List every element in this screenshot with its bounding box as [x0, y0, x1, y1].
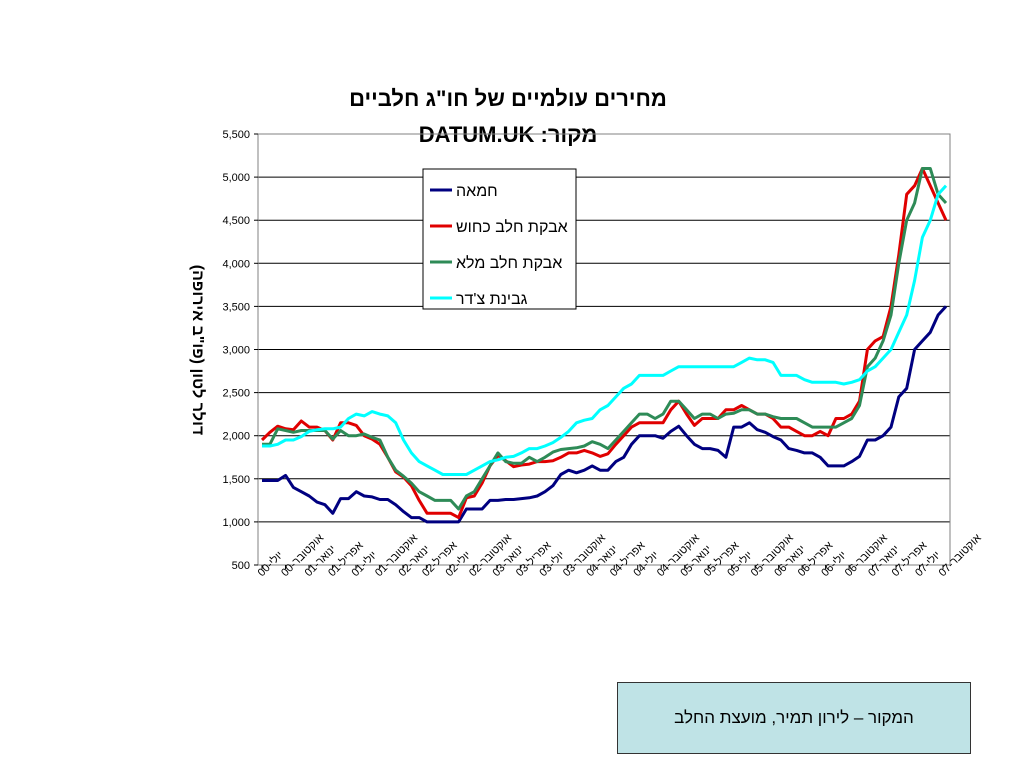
- y-tick-label: 1,500: [222, 474, 250, 486]
- legend-label-1: אבקת חלב כחוש: [456, 218, 568, 236]
- legend: חמאה אבקת חלב כחוש אבקת חלב מלא גבינת צ'דר: [422, 168, 577, 310]
- source-note: המקור – לירון תמיר, מועצת החלב: [617, 682, 971, 754]
- y-tick-label: 4,000: [222, 258, 250, 270]
- series-line-3: [262, 184, 948, 476]
- x-tick-label: אוקטובר-07: [937, 532, 984, 579]
- gridlines: [258, 176, 950, 523]
- y-tick-label: 2,000: [222, 431, 250, 443]
- legend-label-2: אבקת חלב מלא: [456, 254, 562, 272]
- chart: מחירים עולמיים של חו"ג חלביים מקור: DATU…: [189, 86, 984, 579]
- series-lines: [260, 167, 948, 524]
- legend-label-3: גבינת צ'דר: [456, 291, 528, 308]
- legend-label-0: חמאה: [456, 183, 498, 200]
- y-tick-label: 4,500: [222, 215, 250, 227]
- series-line-0: [262, 305, 948, 524]
- y-tick-label: 2,500: [222, 388, 250, 400]
- y-tick-label: 500: [232, 560, 250, 572]
- y-tick-label: 5,500: [222, 129, 250, 141]
- y-axis-label: דולר לטון (פו"ב אירופה): [189, 265, 207, 435]
- x-tick-label: יולי-00: [255, 548, 286, 579]
- y-tick-label: 3,500: [222, 301, 250, 313]
- series-line-2: [262, 167, 948, 511]
- chart-title: מחירים עולמיים של חו"ג חלביים: [349, 86, 667, 111]
- legend-box: [422, 168, 577, 310]
- y-tick-label: 3,000: [222, 345, 250, 357]
- y-tick-label: 1,000: [222, 517, 250, 529]
- y-tick-label: 5,000: [222, 172, 250, 184]
- y-axis-ticks: 500 1,000 1,500 2,000 2,500 3,000 3,500 4,000 4,…: [222, 129, 258, 572]
- x-axis-ticks: יולי-00אוקטובר-00ינואר-01אפריל-01יולי-01…: [255, 532, 984, 579]
